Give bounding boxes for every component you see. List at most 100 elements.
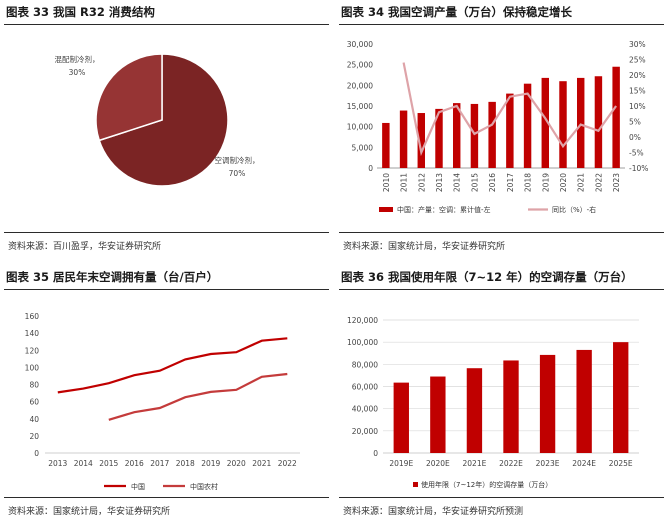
y-tick-label: 100,000	[347, 338, 378, 347]
x-tick-label: 2018	[176, 459, 195, 468]
line-china-rural	[108, 372, 288, 421]
y-tick-label: 60	[29, 398, 39, 407]
y-tick-label: 80	[29, 381, 39, 390]
y-right-tick-label: -5%	[629, 149, 644, 158]
x-axis-labels: 2019E 2020E 2021E 2022E 2023E 2024E 2025E	[389, 459, 633, 468]
bar-2021	[576, 77, 585, 168]
source-note: 资料来源：国家统计局，华安证券研究所预测	[343, 507, 524, 517]
x-tick-label: 2025E	[609, 459, 633, 468]
x-tick-label: 2022E	[499, 459, 523, 468]
y-left-tick-label: 0	[368, 164, 373, 173]
bar-2015	[470, 103, 479, 168]
x-tick-label: 2022	[278, 459, 297, 468]
y-left-tick-label: 25,000	[347, 61, 373, 70]
x-tick-label: 2012	[417, 173, 426, 192]
y-right-tick-label: 15%	[629, 87, 646, 96]
bar-series	[382, 66, 620, 168]
source-note: 资料来源：百川盈孚，华安证券研究所	[8, 242, 162, 252]
y-left-tick-label: 20,000	[347, 81, 373, 90]
x-tick-label: 2014	[453, 173, 462, 192]
chart-title: 图表 34 我国空调产量（万台）保持稳定增长	[341, 5, 573, 19]
x-tick-label: 2011	[400, 173, 409, 192]
y-right-tick-label: 5%	[629, 118, 641, 127]
bar-2011	[399, 110, 408, 168]
y-axis: 0 20,000 40,000 60,000 80,000 100,000 120,000	[347, 316, 639, 458]
y-axis-right: -10% -5% 0% 5% 10% 15% 20% 25% 30%	[629, 40, 648, 173]
panel-ac-stock: 图表 36 我国使用年限（7~12 年）的空调存量（万台） 0 20,000 40,…	[335, 265, 670, 530]
y-tick-label: 0	[34, 449, 39, 458]
bar-2017	[506, 93, 514, 168]
x-tick-label: 2019E	[389, 459, 413, 468]
legend-swatch-stock	[413, 482, 418, 487]
y-left-tick-label: 30,000	[347, 40, 373, 49]
chart-title: 图表 35 居民年末空调拥有量（台/百户）	[6, 270, 219, 284]
y-axis: 0 20 40 60 80 100 120 140 160	[25, 312, 40, 458]
legend-label-stock: 使用年限（7~12年）的空调存量（万台）	[421, 480, 552, 489]
y-right-tick-label: 0%	[629, 133, 641, 142]
y-left-tick-label: 15,000	[347, 102, 373, 111]
source-divider	[4, 497, 329, 498]
y-right-tick-label: 20%	[629, 71, 646, 80]
x-tick-label: 2015	[99, 459, 118, 468]
source-divider	[339, 497, 664, 498]
y-tick-label: 40,000	[352, 405, 378, 414]
panel-ac-ownership: 图表 35 居民年末空调拥有量（台/百户） 0 20 40 60 80 100 120 140…	[0, 265, 335, 530]
line-china	[57, 337, 288, 394]
title-divider	[4, 24, 329, 25]
source-divider	[4, 232, 329, 233]
y-tick-label: 120,000	[347, 316, 378, 325]
bar-2012	[417, 113, 426, 168]
x-tick-label: 2021	[577, 173, 586, 192]
bar-2020	[559, 81, 567, 168]
production-chart: 0 5,000 10,000 15,000 20,000 25,000 30,000 -10…	[347, 40, 649, 214]
panel-r32-consumption: 图表 33 我国 R32 消费结构 空调制冷剂， 70% 混配制冷剂， 30% …	[0, 0, 335, 265]
y-tick-label: 160	[25, 312, 40, 321]
y-tick-label: 120	[25, 346, 40, 355]
yoy-line	[402, 62, 617, 157]
x-tick-label: 2020E	[426, 459, 450, 468]
y-tick-label: 20,000	[352, 427, 378, 436]
bar-2022	[594, 76, 603, 168]
x-tick-label: 2020	[559, 173, 568, 192]
chart-title: 图表 33 我国 R32 消费结构	[6, 5, 155, 19]
pie-chart: 空调制冷剂， 70% 混配制冷剂， 30%	[55, 53, 260, 187]
bar-2023E	[539, 354, 556, 453]
source-note: 资料来源：国家统计局，华安证券研究所	[343, 242, 506, 252]
bar-2020E	[430, 376, 446, 453]
x-tick-label: 2016	[125, 459, 144, 468]
bar-2013	[435, 108, 443, 168]
x-tick-label: 2021E	[463, 459, 487, 468]
x-axis-labels: 2010 2011 2012 2013 2014 2015 2016 2017 2018 2019…	[382, 173, 621, 192]
x-tick-label: 2024E	[572, 459, 596, 468]
y-left-tick-label: 10,000	[347, 123, 373, 132]
bar-2022E	[503, 360, 519, 453]
x-tick-label: 2015	[470, 173, 479, 192]
y-right-tick-label: 25%	[629, 56, 646, 65]
x-tick-label: 2019	[541, 173, 550, 192]
x-tick-label: 2021	[252, 459, 271, 468]
bar-2021E	[466, 368, 483, 453]
legend-label-rural: 中国农村	[190, 482, 218, 491]
y-tick-label: 80,000	[352, 360, 378, 369]
x-tick-label: 2016	[488, 173, 497, 192]
y-tick-label: 40	[29, 415, 39, 424]
y-tick-label: 20	[29, 432, 39, 441]
legend-swatch-production	[379, 207, 393, 212]
y-axis-left: 0 5,000 10,000 15,000 20,000 25,000 30,000	[347, 40, 373, 173]
x-tick-label: 2020	[227, 459, 246, 468]
panel-ac-production: 图表 34 我国空调产量（万台）保持稳定增长 0 5,000 10,000 15,00…	[335, 0, 670, 265]
y-tick-label: 60,000	[352, 383, 378, 392]
x-tick-label: 2013	[435, 173, 444, 192]
bar-2019	[541, 77, 550, 168]
bar-2016	[488, 101, 496, 168]
x-axis-labels: 2013 2014 2015 2016 2017 2018 2019 2020 2021 2022	[48, 459, 297, 468]
title-divider	[339, 24, 664, 25]
y-tick-label: 0	[373, 449, 378, 458]
y-tick-label: 140	[25, 329, 40, 338]
stock-chart: 020,00040,00060,00080,000100,000120,000 …	[347, 316, 639, 489]
x-tick-label: 2019	[201, 459, 220, 468]
y-left-tick-label: 5,000	[352, 143, 374, 152]
x-tick-label: 2022	[594, 173, 603, 192]
pie-label-blended: 混配制冷剂，	[55, 54, 100, 64]
